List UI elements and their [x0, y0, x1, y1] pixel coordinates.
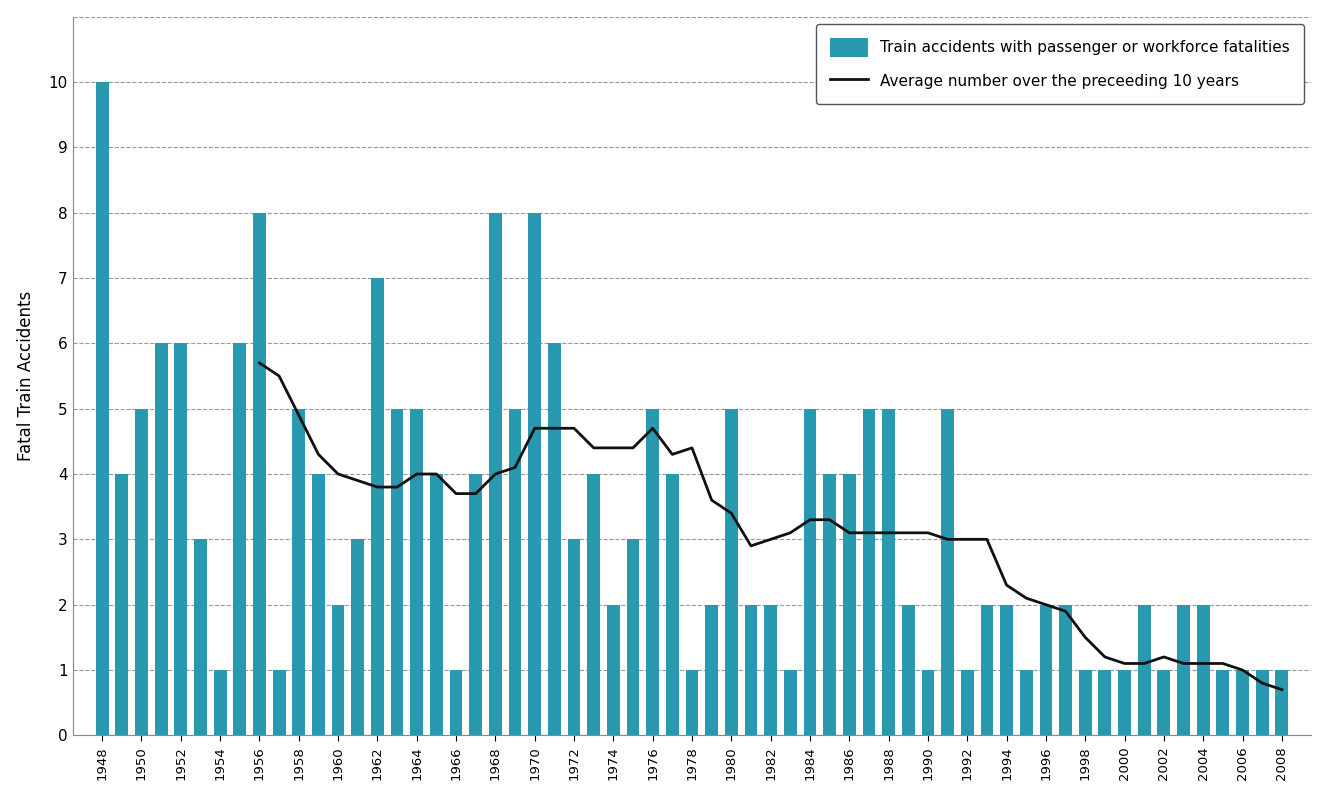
Bar — [980, 605, 993, 736]
Bar — [529, 213, 540, 736]
Bar — [647, 409, 659, 736]
Bar — [823, 474, 837, 736]
Bar — [587, 474, 600, 736]
Bar — [1020, 670, 1033, 736]
Bar — [1098, 670, 1112, 736]
Bar — [1118, 670, 1131, 736]
Bar — [312, 474, 325, 736]
Bar — [1256, 670, 1268, 736]
Bar — [254, 213, 266, 736]
Bar — [352, 540, 364, 736]
Bar — [174, 344, 187, 736]
Bar — [548, 344, 560, 736]
Bar — [430, 474, 442, 736]
Bar — [1040, 605, 1052, 736]
Bar — [1078, 670, 1092, 736]
Bar — [705, 605, 718, 736]
Bar — [116, 474, 129, 736]
Bar — [292, 409, 305, 736]
Bar — [784, 670, 797, 736]
Bar — [214, 670, 227, 736]
Bar — [922, 670, 935, 736]
Bar — [509, 409, 522, 736]
Bar — [1138, 605, 1150, 736]
Bar — [1158, 670, 1170, 736]
Bar — [764, 605, 777, 736]
Bar — [1216, 670, 1230, 736]
Bar — [1275, 670, 1288, 736]
Y-axis label: Fatal Train Accidents: Fatal Train Accidents — [17, 291, 35, 461]
Bar — [627, 540, 639, 736]
Bar — [1236, 670, 1248, 736]
Bar — [567, 540, 580, 736]
Bar — [685, 670, 699, 736]
Bar — [272, 670, 286, 736]
Bar — [843, 474, 855, 736]
Bar — [371, 278, 384, 736]
Bar — [745, 605, 757, 736]
Bar — [1060, 605, 1072, 736]
Bar — [450, 670, 462, 736]
Bar — [725, 409, 738, 736]
Bar — [332, 605, 344, 736]
Bar — [1177, 605, 1190, 736]
Bar — [902, 605, 915, 736]
Bar — [942, 409, 954, 736]
Bar — [390, 409, 404, 736]
Bar — [135, 409, 147, 736]
Bar — [863, 409, 875, 736]
Bar — [961, 670, 973, 736]
Bar — [194, 540, 207, 736]
Bar — [1197, 605, 1210, 736]
Bar — [410, 409, 424, 736]
Bar — [469, 474, 482, 736]
Bar — [489, 213, 502, 736]
Bar — [234, 344, 246, 736]
Bar — [803, 409, 817, 736]
Bar — [1000, 605, 1013, 736]
Bar — [882, 409, 895, 736]
Bar — [607, 605, 620, 736]
Bar — [96, 82, 109, 736]
Legend: Train accidents with passenger or workforce fatalities, Average number over the : Train accidents with passenger or workfo… — [815, 24, 1304, 104]
Bar — [155, 344, 167, 736]
Bar — [665, 474, 679, 736]
